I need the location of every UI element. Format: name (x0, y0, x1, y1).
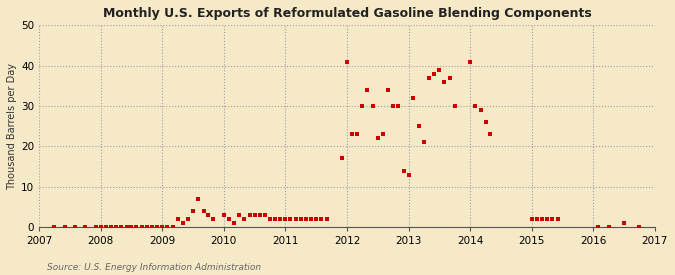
Point (531, 217, 542, 221)
Point (192, 197, 203, 201)
Point (393, 104, 404, 108)
Point (254, 213, 265, 217)
Point (593, 225, 603, 229)
Point (249, 213, 260, 217)
Point (342, 59, 352, 64)
Point (306, 217, 317, 221)
Point (121, 225, 132, 229)
Point (367, 104, 378, 108)
Point (269, 217, 280, 221)
Point (542, 217, 553, 221)
Point (434, 67, 445, 72)
Point (475, 108, 486, 112)
Point (403, 172, 414, 177)
Point (418, 140, 429, 144)
Point (131, 225, 142, 229)
Point (152, 225, 163, 229)
Point (244, 213, 255, 217)
Point (485, 132, 496, 136)
Point (177, 221, 188, 225)
Point (70, 225, 80, 229)
Point (229, 221, 240, 225)
Point (260, 213, 271, 217)
Point (208, 217, 219, 221)
Title: Monthly U.S. Exports of Reformulated Gasoline Blending Components: Monthly U.S. Exports of Reformulated Gas… (103, 7, 591, 20)
Point (285, 217, 296, 221)
Point (142, 225, 153, 229)
Point (162, 225, 173, 229)
Point (223, 217, 234, 221)
Point (603, 225, 614, 229)
Point (188, 209, 198, 213)
Point (275, 217, 286, 221)
Point (296, 217, 306, 221)
Point (337, 156, 348, 161)
Point (547, 217, 558, 221)
Point (464, 59, 475, 64)
Point (106, 225, 117, 229)
Point (383, 88, 394, 92)
Point (423, 76, 434, 80)
Point (172, 217, 183, 221)
Point (377, 132, 388, 136)
Point (234, 213, 244, 217)
Point (634, 225, 645, 229)
Point (167, 225, 178, 229)
Point (183, 217, 194, 221)
Point (219, 213, 230, 217)
Point (316, 217, 327, 221)
Point (157, 225, 167, 229)
Point (59, 225, 70, 229)
Point (552, 217, 563, 221)
Point (619, 221, 630, 225)
Point (115, 225, 126, 229)
Point (239, 217, 250, 221)
Point (126, 225, 137, 229)
Point (444, 76, 455, 80)
Point (387, 104, 398, 108)
Point (136, 225, 147, 229)
Text: Source: U.S. Energy Information Administration: Source: U.S. Energy Information Administ… (47, 263, 261, 272)
Point (537, 217, 547, 221)
Point (203, 213, 214, 217)
Point (265, 217, 275, 221)
Point (373, 136, 383, 141)
Point (100, 225, 111, 229)
Point (95, 225, 106, 229)
Point (408, 96, 419, 100)
Point (321, 217, 332, 221)
Point (352, 132, 363, 136)
Point (290, 217, 301, 221)
Point (346, 132, 357, 136)
Point (470, 104, 481, 108)
Point (429, 72, 440, 76)
Point (49, 225, 60, 229)
Point (111, 225, 122, 229)
Point (450, 104, 460, 108)
Point (80, 225, 90, 229)
Point (310, 217, 321, 221)
Point (90, 225, 101, 229)
Point (526, 217, 537, 221)
Point (300, 217, 311, 221)
Y-axis label: Thousand Barrels per Day: Thousand Barrels per Day (7, 63, 17, 190)
Point (414, 124, 425, 128)
Point (198, 209, 209, 213)
Point (480, 120, 491, 124)
Point (398, 168, 409, 173)
Point (439, 79, 450, 84)
Point (357, 104, 368, 108)
Point (362, 88, 373, 92)
Point (280, 217, 291, 221)
Point (146, 225, 157, 229)
